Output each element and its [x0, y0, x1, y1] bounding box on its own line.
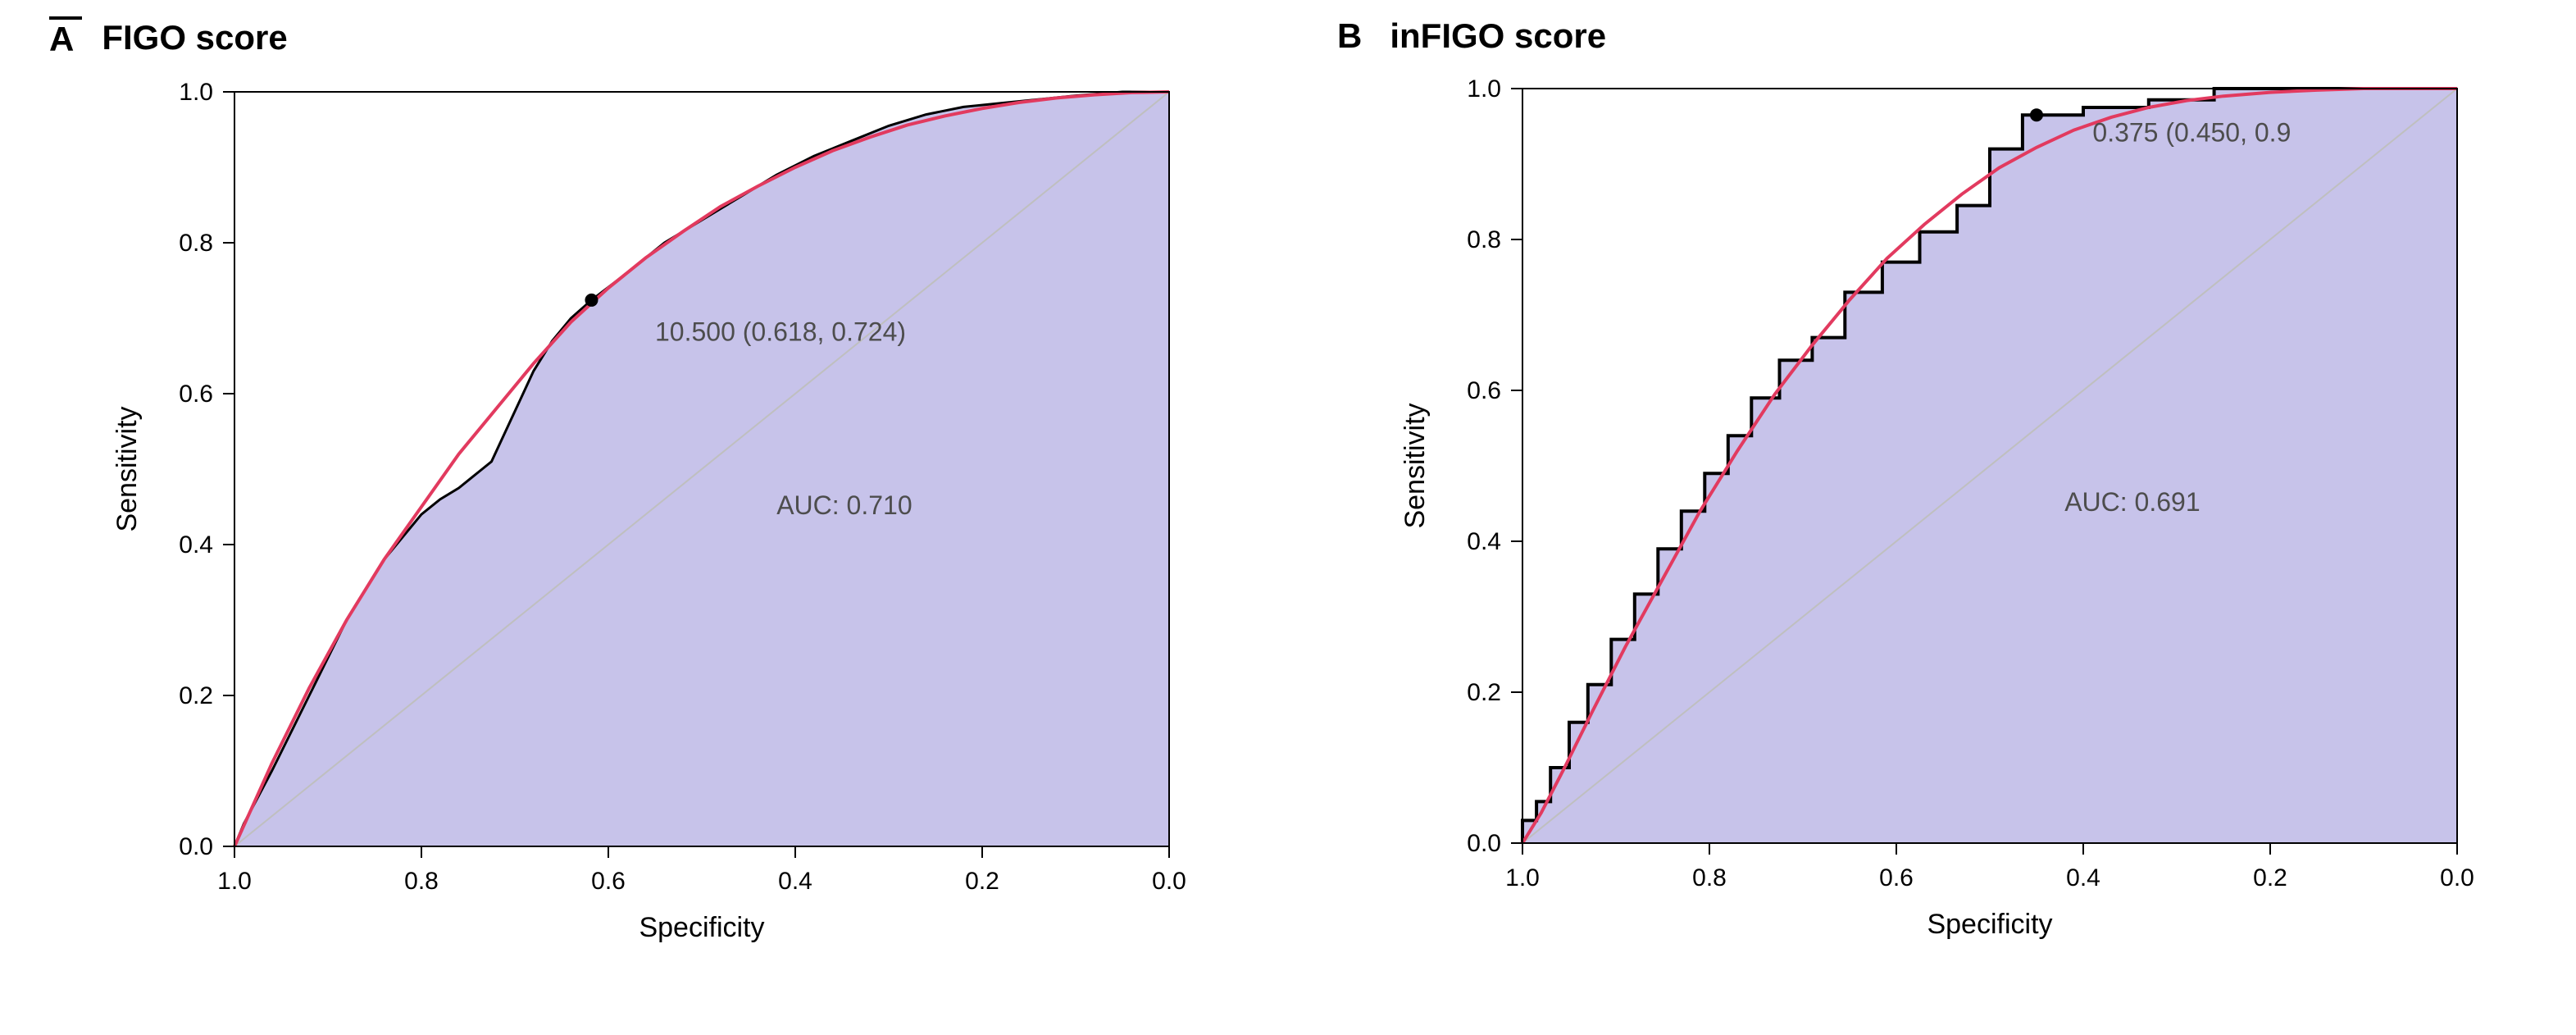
y-tick-label: 0.6: [1467, 377, 1501, 404]
auc-label: AUC: 0.691: [2064, 487, 2200, 517]
panel-b-chart-wrap: 0.375 (0.450, 0.9 AUC: 0.691 1.0 0.8 0.6 0.4 0…: [1288, 56, 2576, 974]
panel-a-title-bar: A FIGO score: [0, 0, 1288, 59]
x-tick-label: 0.0: [1152, 868, 1186, 895]
y-axis-title: Sensitivity: [1400, 403, 1431, 528]
panel-a-chart-wrap: 10.500 (0.618, 0.724) AUC: 0.710 1.0 0.8 0.6…: [0, 59, 1288, 978]
optimal-point: [585, 294, 598, 307]
panel-b-letter: B: [1337, 16, 1370, 56]
x-tick-label: 0.4: [778, 868, 812, 895]
x-axis-title: Specificity: [639, 912, 764, 943]
y-axis-title: Sensitivity: [112, 406, 143, 531]
x-tick-label: 0.8: [404, 868, 439, 895]
y-tick-label: 0.4: [1467, 528, 1501, 555]
x-tick-label: 0.2: [2253, 864, 2287, 891]
x-tick-label: 0.4: [2066, 864, 2100, 891]
y-tick-label: 1.0: [1467, 75, 1501, 103]
panel-a: A FIGO score 10.500 (0.618, 0.724) AUC: 0…: [0, 0, 1288, 978]
y-tick-label: 0.8: [179, 230, 213, 257]
x-tick-label: 0.8: [1692, 864, 1727, 891]
panel-b: B inFIGO score 0.375 (0.450, 0.9 AUC: 0.6…: [1288, 0, 2576, 974]
x-tick-label: 0.0: [2440, 864, 2474, 891]
x-tick-label: 0.2: [965, 868, 999, 895]
figure-row: A FIGO score 10.500 (0.618, 0.724) AUC: 0…: [0, 0, 2576, 1035]
y-tick-label: 0.0: [179, 833, 213, 860]
y-tick-label: 0.2: [179, 682, 213, 709]
panel-a-title: FIGO score: [102, 18, 287, 57]
x-tick-label: 1.0: [1505, 864, 1540, 891]
panel-a-letter: A: [49, 16, 82, 59]
y-tick-label: 0.2: [1467, 679, 1501, 706]
y-tick-label: 0.6: [179, 381, 213, 408]
panel-a-roc-chart: 10.500 (0.618, 0.724) AUC: 0.710 1.0 0.8 0.6…: [71, 59, 1218, 978]
x-axis-title: Specificity: [1927, 909, 2052, 940]
panel-b-roc-chart: 0.375 (0.450, 0.9 AUC: 0.691 1.0 0.8 0.6 0.4 0…: [1359, 56, 2506, 974]
panel-b-title-bar: B inFIGO score: [1288, 0, 2576, 56]
optimal-point-label: 0.375 (0.450, 0.9: [2092, 117, 2291, 147]
x-tick-label: 1.0: [217, 868, 252, 895]
y-tick-label: 1.0: [179, 79, 213, 106]
auc-label: AUC: 0.710: [776, 490, 912, 520]
x-tick-label: 0.6: [591, 868, 626, 895]
optimal-point: [2030, 108, 2043, 121]
y-tick-label: 0.8: [1467, 226, 1501, 253]
x-tick-label: 0.6: [1879, 864, 1914, 891]
optimal-point-label: 10.500 (0.618, 0.724): [655, 317, 906, 347]
y-tick-label: 0.0: [1467, 830, 1501, 857]
y-tick-label: 0.4: [179, 531, 213, 559]
panel-b-title: inFIGO score: [1390, 16, 1606, 56]
